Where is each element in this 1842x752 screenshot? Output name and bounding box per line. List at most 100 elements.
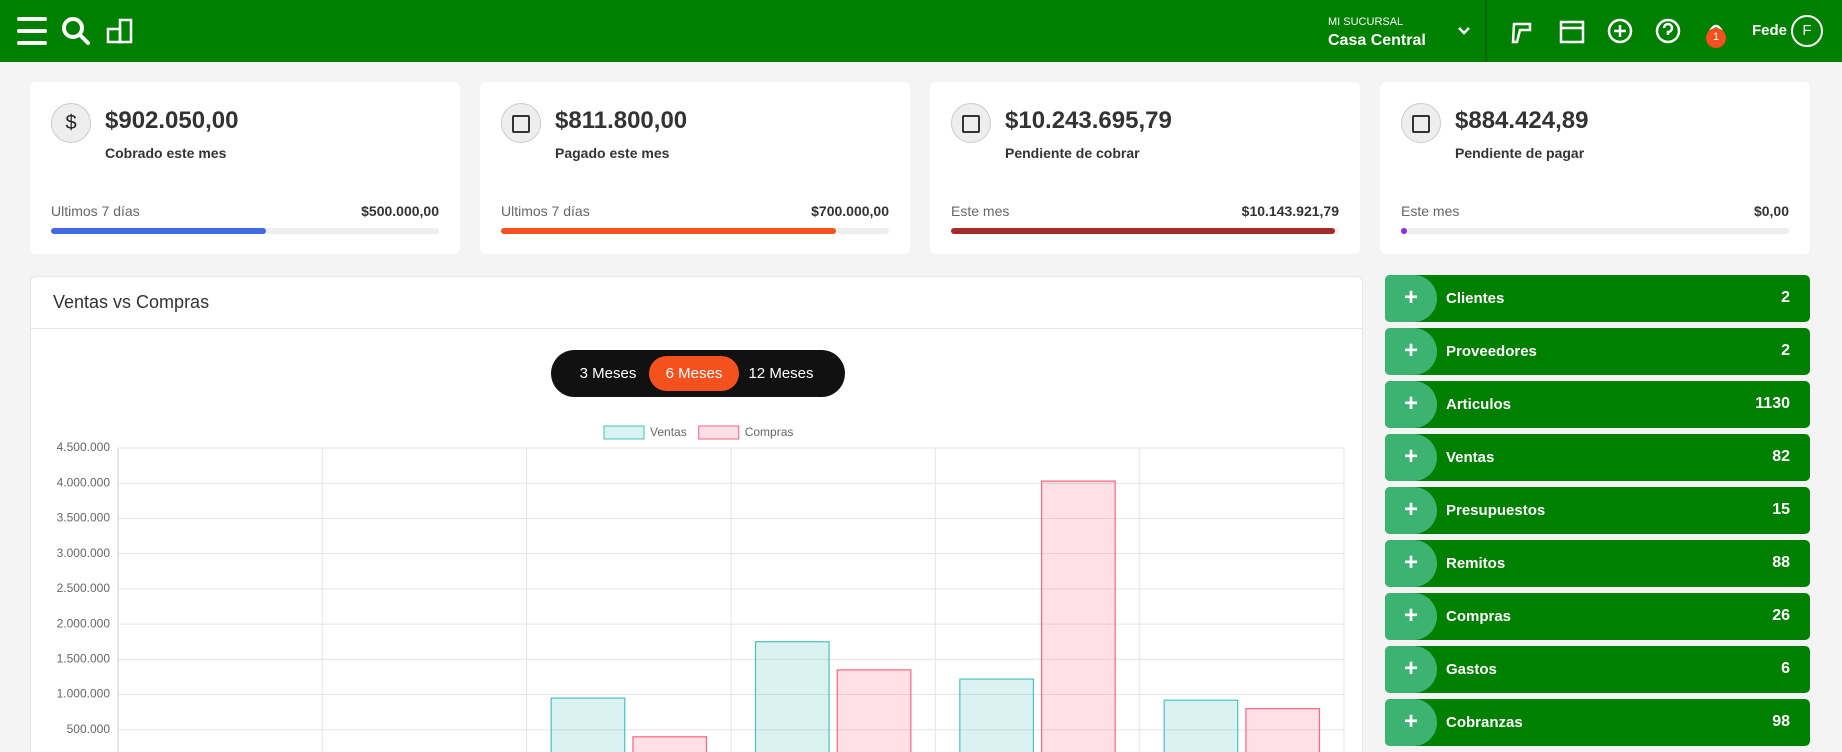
quick-link[interactable]: + Clientes 2 [1385,275,1810,322]
bar [632,736,708,752]
quick-link-count: 2 [1781,342,1790,359]
card-period-amount: $0,00 [1753,203,1789,219]
scanner-icon[interactable] [1511,22,1532,44]
legend-label: Ventas [650,425,687,439]
bar [550,697,626,752]
menu-icon[interactable] [17,17,47,45]
card-label: Cobrado este mes [105,145,227,161]
add-button[interactable]: + [1385,275,1437,322]
quick-link-label: Gastos [1446,661,1497,678]
quick-link-label: Compras [1446,608,1512,625]
range-button[interactable]: 6 Meses [649,356,739,391]
range-button[interactable]: 12 Meses [748,365,814,382]
notification-badge[interactable] [1706,28,1726,48]
add-button[interactable]: + [1385,699,1437,746]
quick-link[interactable]: + Cobranzas 98 [1385,699,1810,746]
y-tick-label: 4.500.000 [57,440,111,454]
quick-link-label: Presupuestos [1446,502,1546,519]
bar [959,678,1035,752]
card-icon [951,103,991,143]
quick-link-label: Ventas [1446,449,1495,466]
summary-card: $811.800,00 Pagado este mes Ultimos 7 días… [480,82,910,254]
card-period-amount: $700.000,00 [811,203,889,219]
quick-link-label: Proveedores [1446,343,1537,360]
progress-bar [951,228,1336,234]
quick-link[interactable]: + Proveedores 2 [1385,328,1810,375]
card-label: Pendiente de cobrar [1005,145,1140,161]
card-amount: $902.050,00 [105,107,239,134]
branch-name[interactable]: Casa Central [1328,32,1426,49]
divider [31,328,1362,329]
boxes-icon[interactable] [106,18,133,44]
quick-link[interactable]: + Remitos 88 [1385,540,1810,587]
progress-bar [501,228,836,234]
legend-label: Compras [745,425,794,439]
store-icon[interactable] [1559,20,1585,44]
y-tick-label: 3.000.000 [57,546,111,560]
card-period: Este mes [951,203,1010,219]
bar [1245,708,1321,752]
legend-swatch [603,425,645,440]
quick-link-count: 1130 [1755,395,1790,412]
chart-panel: Ventas vs Compras 3 Meses 6 Meses 12 Meses… [30,276,1363,752]
add-button[interactable]: + [1385,540,1437,587]
card-period-amount: $500.000,00 [361,203,439,219]
summary-card: $ $902.050,00 Cobrado este mes Ultimos 7 dí… [30,82,460,254]
card-icon: $ [51,103,91,143]
y-tick-label: 2.500.000 [57,581,111,595]
progress-track [51,228,439,234]
range-toggle: 3 Meses 6 Meses 12 Meses [551,350,845,397]
quick-link-count: 98 [1772,713,1790,730]
icon-glyph [1412,115,1430,133]
quick-link[interactable]: + Presupuestos 15 [1385,487,1810,534]
quick-link[interactable]: + Articulos 1130 [1385,381,1810,428]
y-tick-label: 2.000.000 [57,616,111,630]
quick-link-count: 15 [1772,501,1790,518]
help-icon[interactable] [1655,18,1681,44]
card-amount: $811.800,00 [555,107,688,134]
branch-chevron[interactable] [1458,27,1470,35]
add-icon[interactable] [1607,18,1633,44]
add-button[interactable]: + [1385,434,1437,481]
header-icons [17,0,1823,62]
quick-link[interactable]: + Gastos 6 [1385,646,1810,693]
quick-link-label: Articulos [1446,396,1512,413]
legend-swatch [698,425,740,440]
avatar-initial[interactable]: F [1802,22,1812,39]
quick-link[interactable]: + Ventas 82 [1385,434,1810,481]
bar [836,669,912,752]
chart: 500.000 1.000.000 1.500.000 2.000.000 2.500.… [57,425,1345,752]
card-icon [1401,103,1441,143]
range-button[interactable]: 3 Meses [579,365,637,382]
card-period: Ultimos 7 días [51,203,140,219]
branch-label: MI SUCURSAL [1328,16,1404,28]
progress-track [501,228,889,234]
card-period-amount: $10.143.921,79 [1241,203,1339,219]
y-tick-label: 500.000 [67,722,111,736]
chart-title: Ventas vs Compras [53,292,210,312]
notification-count: 1 [1712,31,1720,43]
icon-glyph: $ [65,112,77,134]
progress-track [1401,228,1789,234]
summary-card: $10.243.695,79 Pendiente de cobrar Este me… [930,82,1360,254]
quick-link-count: 26 [1772,607,1790,624]
summary-card: $884.424,89 Pendiente de pagar Este mes $0,… [1380,82,1810,254]
card-period: Ultimos 7 días [501,203,590,219]
user-name[interactable]: Fede [1752,22,1788,39]
quick-link[interactable]: + Compras 26 [1385,593,1810,640]
add-button[interactable]: + [1385,593,1437,640]
icon-glyph [962,115,980,133]
quick-link-count: 82 [1772,448,1790,465]
avatar-circle[interactable] [1791,15,1823,47]
add-button[interactable]: + [1385,646,1437,693]
card-label: Pendiente de pagar [1455,145,1585,161]
add-button[interactable]: + [1385,487,1437,534]
add-button[interactable]: + [1385,381,1437,428]
quick-link-count: 6 [1781,660,1790,677]
card-label: Pagado este mes [555,145,670,161]
icon-glyph [512,115,530,133]
quick-link-label: Cobranzas [1446,714,1523,731]
add-button[interactable]: + [1385,328,1437,375]
search-icon[interactable] [62,17,90,45]
